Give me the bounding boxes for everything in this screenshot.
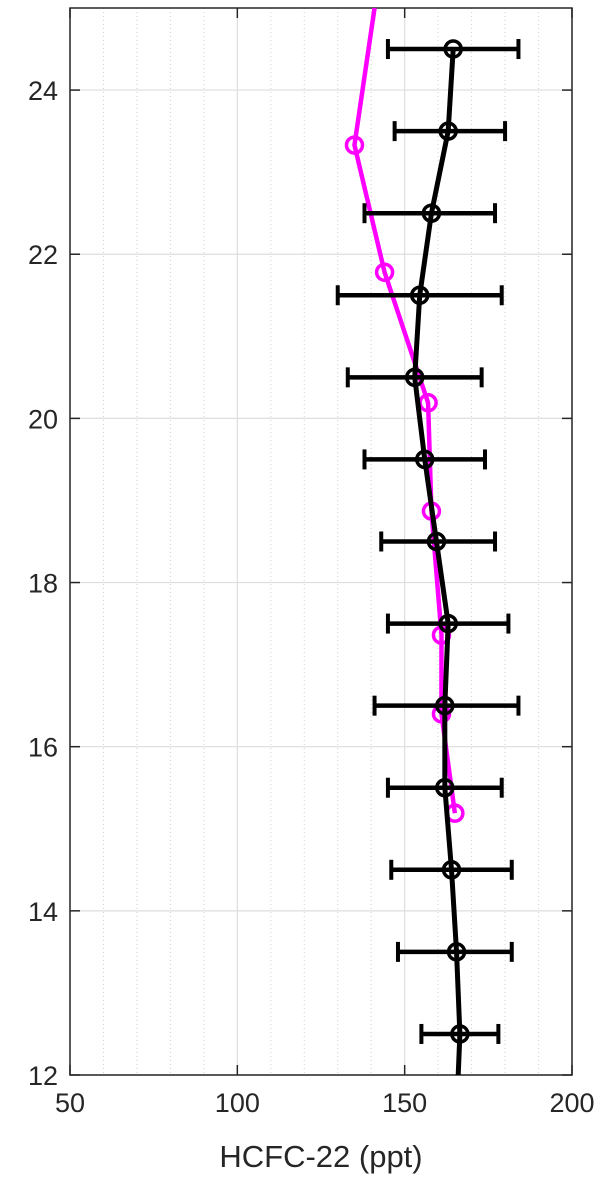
series-magenta-marker <box>344 135 365 155</box>
series-magenta-marker <box>374 262 395 283</box>
series-black-marker <box>450 1024 470 1044</box>
series-black-marker <box>446 942 467 962</box>
x-tick-label: 100 <box>215 1088 260 1118</box>
y-tick-label: 22 <box>28 240 58 270</box>
series-black-marker <box>435 695 455 716</box>
series-black-marker <box>421 203 442 223</box>
x-tick-label: 200 <box>549 1088 594 1118</box>
series-black-marker <box>404 367 425 388</box>
series-black-marker <box>441 860 462 880</box>
series-black-marker <box>414 449 435 470</box>
series-black-marker <box>438 121 458 141</box>
series-magenta-line <box>352 8 458 814</box>
y-tick-label: 24 <box>28 76 58 106</box>
axes-layer: 50 100 150 200 12 14 16 18 20 22 24 <box>28 7 595 1118</box>
y-tick-label: 16 <box>28 733 58 763</box>
axes-box <box>69 7 573 1076</box>
y-tick-label: 14 <box>28 897 58 927</box>
series-black-marker <box>426 531 447 552</box>
x-tick-label: 50 <box>55 1088 85 1118</box>
series-black-line <box>412 48 463 1075</box>
y-tick-label: 12 <box>28 1061 58 1091</box>
x-tick-label: 150 <box>382 1088 427 1118</box>
series-black-marker <box>438 613 458 634</box>
y-tick-label: 18 <box>28 569 58 599</box>
series-black <box>335 39 521 1075</box>
series-black-marker <box>409 285 430 306</box>
series-black-marker <box>443 39 463 59</box>
x-axis-label: HCFC-22 (ppt) <box>219 1139 422 1174</box>
series-layer <box>335 8 521 1075</box>
y-tick-label: 20 <box>28 404 58 434</box>
series-black-marker <box>435 777 455 798</box>
